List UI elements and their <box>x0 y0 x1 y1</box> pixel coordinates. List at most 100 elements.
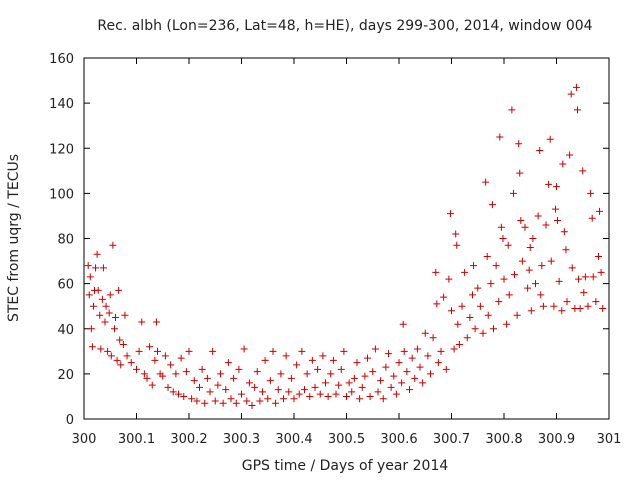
data-point <box>474 284 482 292</box>
data-point <box>377 377 385 385</box>
data-point <box>264 395 272 403</box>
data-point <box>224 359 232 367</box>
data-point <box>138 318 146 326</box>
data-point <box>395 359 403 367</box>
data-point <box>562 246 570 254</box>
data-point <box>121 311 129 319</box>
data-point <box>316 390 324 398</box>
data-point <box>398 379 406 387</box>
data-point <box>488 201 496 209</box>
data-point <box>335 381 343 389</box>
data-point <box>419 379 427 387</box>
data-point <box>461 268 469 276</box>
data-point <box>532 280 539 288</box>
data-point <box>303 370 311 378</box>
data-point <box>269 347 277 355</box>
data-point <box>445 275 453 283</box>
data-point <box>484 311 492 319</box>
data-point <box>112 313 119 321</box>
data-point <box>500 275 508 283</box>
data-point <box>574 106 581 114</box>
data-point <box>251 383 259 391</box>
data-point <box>568 264 576 272</box>
data-point <box>595 253 602 261</box>
data-point <box>433 300 441 308</box>
y-tick-label: 60 <box>57 278 74 293</box>
data-point <box>127 359 135 367</box>
data-point <box>180 392 188 400</box>
data-point <box>492 262 500 270</box>
data-point <box>400 347 408 355</box>
data-point <box>358 383 366 391</box>
data-point <box>154 347 161 355</box>
data-point <box>482 178 490 186</box>
data-point <box>567 90 575 98</box>
data-point <box>406 386 413 394</box>
data-point <box>324 392 332 400</box>
data-point <box>123 352 131 360</box>
data-point <box>94 286 102 294</box>
data-point <box>413 345 421 353</box>
data-point <box>511 271 518 279</box>
data-point <box>182 368 190 376</box>
data-point <box>295 390 303 398</box>
data-point <box>454 320 462 328</box>
data-point <box>96 311 104 319</box>
data-point <box>88 343 96 351</box>
data-point <box>248 401 256 409</box>
data-point <box>427 370 434 378</box>
data-point <box>133 365 140 373</box>
data-point <box>521 223 529 231</box>
data-point <box>518 257 526 265</box>
data-point <box>469 291 476 299</box>
data-point <box>106 291 114 299</box>
chart-title: Rec. albh (Lon=236, Lat=48, h=HE), days … <box>97 18 592 34</box>
data-point <box>230 374 238 382</box>
data-point <box>596 207 604 215</box>
data-point <box>290 395 298 403</box>
data-point <box>172 370 180 378</box>
y-tick-label: 100 <box>49 187 74 202</box>
data-point <box>337 365 345 373</box>
data-point <box>366 392 374 400</box>
data-point <box>306 392 314 400</box>
data-point <box>253 368 261 376</box>
data-point <box>399 320 407 328</box>
data-point <box>371 345 379 353</box>
data-point <box>287 374 295 382</box>
data-point <box>537 291 545 299</box>
data-point <box>589 273 597 281</box>
data-point <box>517 216 525 224</box>
data-point <box>211 397 219 405</box>
data-point <box>86 273 94 281</box>
data-point <box>559 160 567 168</box>
data-point <box>588 214 596 222</box>
data-point <box>551 205 559 213</box>
data-point <box>98 295 106 303</box>
x-tick-label: 300.7 <box>433 432 470 447</box>
data-point <box>343 392 350 400</box>
data-point <box>203 374 211 382</box>
data-point <box>314 365 322 373</box>
data-point <box>554 216 562 224</box>
data-point <box>542 221 550 229</box>
data-point <box>193 397 201 405</box>
data-point <box>390 372 398 380</box>
data-point <box>545 180 553 188</box>
data-point <box>524 284 532 292</box>
data-point <box>504 241 512 249</box>
data-point <box>232 399 240 407</box>
x-tick-label: 300.2 <box>170 432 207 447</box>
data-point <box>322 379 329 387</box>
data-point <box>526 244 534 252</box>
y-tick-label: 40 <box>57 323 74 338</box>
data-point <box>110 325 118 333</box>
data-point <box>308 356 316 364</box>
data-point <box>592 298 600 306</box>
data-point <box>282 352 290 360</box>
data-point <box>495 298 503 306</box>
data-point <box>185 347 193 355</box>
data-point <box>458 302 466 310</box>
data-point <box>85 291 93 299</box>
data-point <box>240 345 248 353</box>
